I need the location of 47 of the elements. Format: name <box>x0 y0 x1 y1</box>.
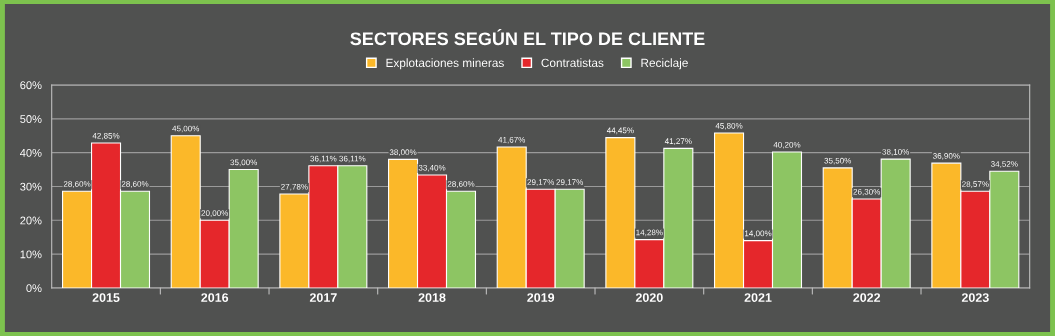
data-label: 28,60% <box>63 181 91 188</box>
legend-label: Reciclaje <box>641 58 688 70</box>
data-label: 14,28% <box>636 229 663 237</box>
data-label: 35,00% <box>230 159 258 167</box>
data-label: 28,60% <box>447 181 475 188</box>
data-label: 34,52% <box>990 161 1018 168</box>
data-label: 36,11% <box>310 155 337 163</box>
data-label: 42,85% <box>92 132 120 140</box>
data-label: 35,50% <box>824 157 852 165</box>
y-tick-label: 40% <box>19 148 42 157</box>
y-tick-label: 10% <box>20 250 42 259</box>
data-label: 41,27% <box>664 138 692 145</box>
legend-label: Explotaciones mineras <box>386 58 504 70</box>
data-label: 27,78% <box>281 183 308 191</box>
y-tick-label: 50% <box>20 115 42 123</box>
data-label: 45,80% <box>715 122 743 130</box>
x-tick-label: 2016 <box>201 293 229 302</box>
data-label: 33,40% <box>418 164 446 172</box>
data-label: 38,10% <box>882 149 910 156</box>
x-tick-label: 2022 <box>853 293 881 302</box>
y-tick-label: 60% <box>20 81 42 90</box>
y-tick-label: 0% <box>26 284 42 293</box>
data-label: 44,45% <box>606 127 634 135</box>
legend-label: Contratistas <box>541 58 604 68</box>
x-tick-label: 2015 <box>92 293 120 302</box>
data-label: 20,00% <box>201 210 229 217</box>
x-tick-label: 2023 <box>961 293 989 303</box>
data-label: 29,17% <box>527 179 555 186</box>
data-label: 36,90% <box>933 153 960 160</box>
x-tick-label: 2019 <box>527 293 555 302</box>
data-label: 28,57% <box>962 181 989 188</box>
chart-title: SECTORES SEGÚN EL TIPO DE CLIENTE <box>350 28 705 46</box>
data-label: 41,67% <box>498 136 526 144</box>
y-tick-label: 30% <box>20 182 42 191</box>
data-label: 28,60% <box>121 181 149 188</box>
x-tick-label: 2020 <box>635 293 663 302</box>
data-label: 36,11% <box>339 155 366 163</box>
data-label: 26,30% <box>853 188 881 196</box>
x-tick-label: 2021 <box>744 293 772 302</box>
data-label: 38,00% <box>389 149 417 156</box>
x-tick-label: 2017 <box>309 293 337 302</box>
x-tick-label: 2018 <box>418 293 446 302</box>
data-label: 14,00% <box>744 230 772 238</box>
data-label: 45,00% <box>172 125 200 133</box>
y-tick-label: 20% <box>20 216 42 225</box>
data-label: 29,17% <box>556 179 584 186</box>
data-label: 40,20% <box>773 141 801 149</box>
